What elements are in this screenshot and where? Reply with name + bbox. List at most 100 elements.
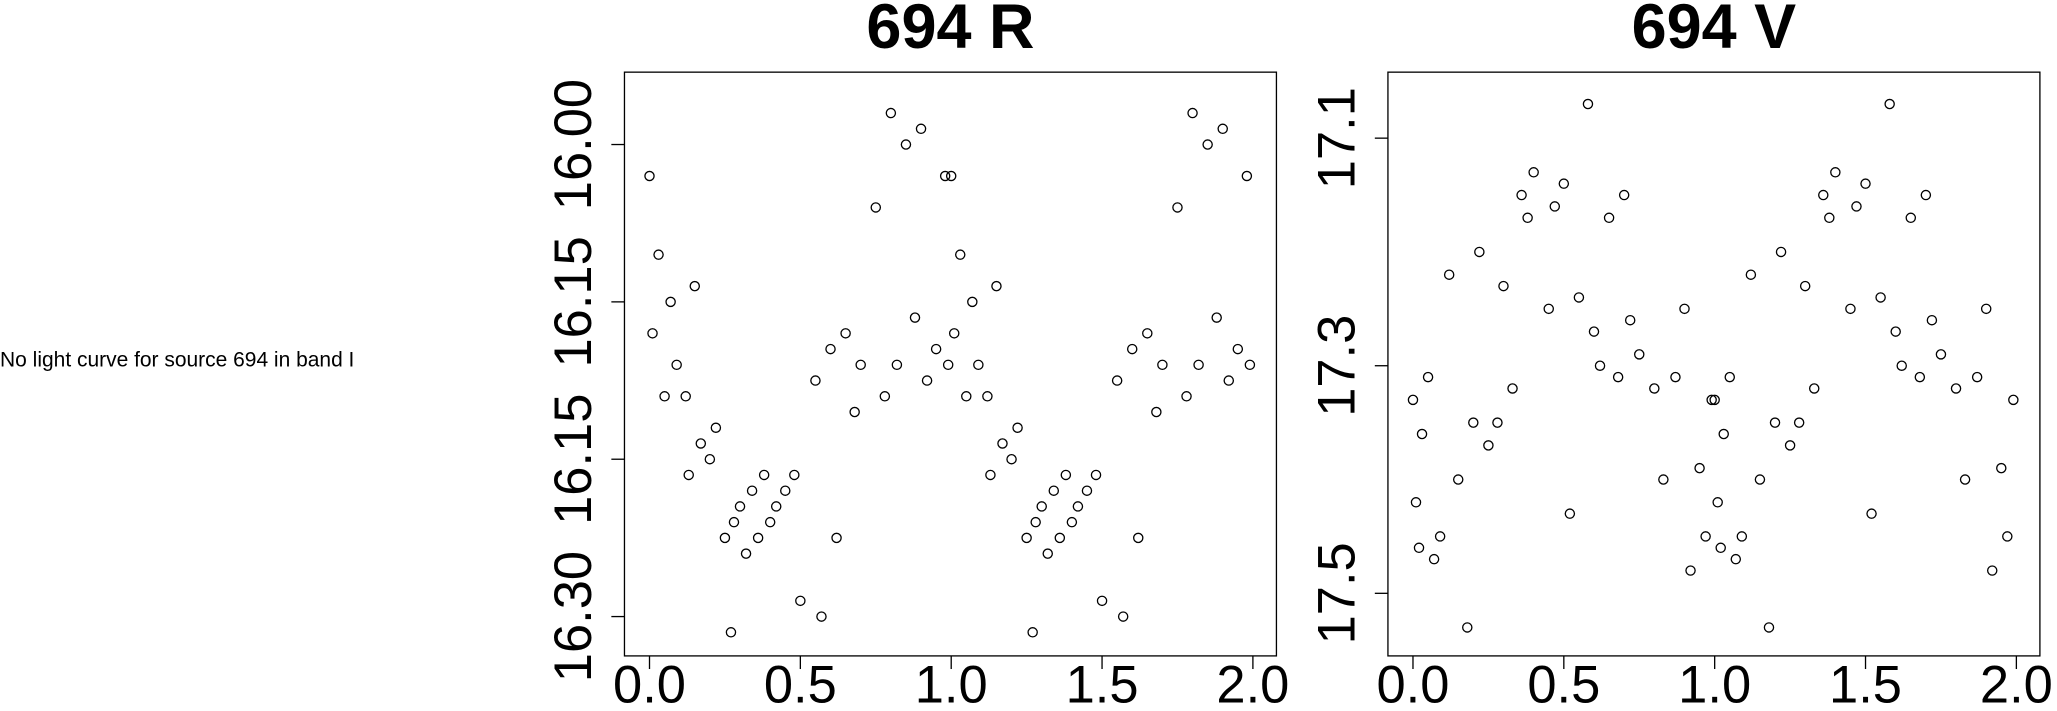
data-point [909,312,921,323]
data-point [1712,497,1723,508]
data-point [1081,485,1093,496]
data-point [1618,189,1630,201]
data-point [849,406,860,418]
x-tick-label: 1.0 [915,657,988,711]
y-tick-label: 16.15 [545,394,603,525]
y-tick-label: 16.30 [545,551,603,682]
data-point [985,469,996,481]
data-point [752,532,764,544]
data-point [1060,469,1072,481]
data-point [1157,359,1168,371]
data-point [746,485,758,496]
data-point [1914,371,1926,383]
data-point [1715,542,1726,554]
data-point [1724,371,1736,383]
data-point [1594,360,1606,371]
data-point [816,611,827,622]
data-point [1142,328,1153,339]
data-point [1793,417,1805,428]
data-point [1905,212,1917,224]
data-point [728,516,740,528]
x-tick-label: 0.0 [613,657,686,711]
data-point [967,296,978,308]
data-point [1718,428,1729,440]
data-point [1866,508,1877,519]
data-point [831,532,842,544]
data-point [948,328,960,339]
data-point [930,343,942,355]
data-point [1030,516,1041,528]
data-point [1986,565,1998,576]
data-point [1507,383,1518,394]
data-point [1920,189,1932,201]
data-point [1685,565,1696,576]
data-point [1603,212,1615,224]
data-point [1926,314,1938,326]
data-point [1830,167,1841,178]
x-tick-label: 1.5 [1829,657,1902,711]
data-point [1072,501,1084,512]
data-point [1784,440,1796,451]
y-tick-label: 17.3 [1309,315,1367,417]
data-point [1824,212,1835,224]
y-tick-label: 16.00 [545,79,603,210]
data-point [1564,508,1576,519]
data-point [1996,462,2007,474]
data-point [900,139,912,150]
data-point [1202,139,1213,150]
plot-frame [623,71,1278,657]
data-point [1543,303,1554,315]
data-point [1036,501,1047,512]
data-point [955,249,966,260]
data-point [921,375,933,386]
data-point [710,422,722,433]
data-point [810,375,821,386]
data-point [825,343,836,355]
data-point [659,391,670,402]
data-point [1066,516,1078,528]
data-point [1416,428,1428,440]
x-tick-label: 0.0 [1376,657,1449,711]
x-tick-label: 1.5 [1066,657,1139,711]
data-point [870,202,882,213]
data-point [780,485,791,496]
data-point [740,548,752,559]
plot-frame [1387,71,2041,657]
data-point [764,516,776,528]
data-point [1172,202,1183,213]
data-point [1407,394,1419,406]
data-point [1528,167,1539,178]
data-point [1232,343,1244,355]
data-point [789,469,800,481]
data-point [1875,292,1886,303]
data-point [1860,178,1871,189]
data-point [1468,417,1479,428]
data-point [1117,611,1129,622]
data-point [795,595,806,607]
data-point [1474,246,1485,258]
data-point [1736,531,1748,542]
data-point [1709,394,1720,406]
data-point [1422,371,1434,383]
data-point [1763,622,1775,633]
data-point [1649,383,1660,394]
chart-title: 694 V [1632,0,1797,62]
x-tick-label: 2.0 [1216,657,1289,711]
data-point [1428,553,1440,565]
data-point [991,280,1002,292]
data-point [1483,440,1494,451]
no-curve-message: No light curve for source 694 in band I [0,348,354,371]
data-point [644,170,655,182]
data-point [725,627,737,638]
data-point [695,438,707,449]
data-point [2002,531,2013,542]
data-point [1799,280,1811,292]
data-point [1217,123,1228,135]
data-point [885,107,897,119]
data-point [1558,178,1570,189]
x-tick-label: 0.5 [1527,657,1600,711]
data-point [1410,497,1422,508]
data-point [1775,246,1787,258]
data-point [1452,474,1464,485]
